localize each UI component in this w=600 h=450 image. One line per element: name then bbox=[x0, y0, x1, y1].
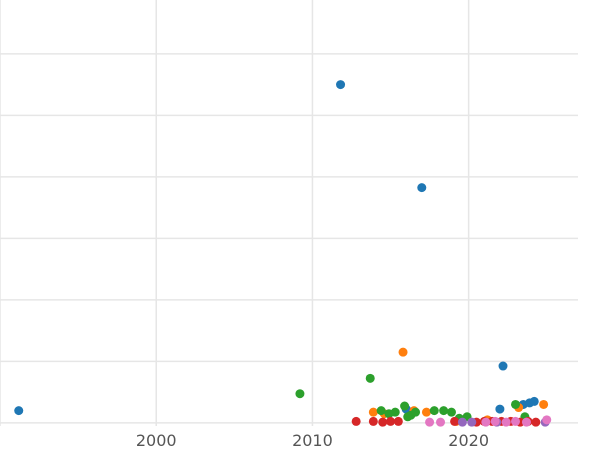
data-point bbox=[14, 406, 24, 416]
grid bbox=[0, 0, 578, 426]
data-point bbox=[498, 361, 508, 371]
data-point bbox=[425, 417, 435, 427]
data-point bbox=[450, 416, 460, 426]
data-point bbox=[368, 416, 378, 426]
data-point bbox=[368, 407, 378, 417]
data-point bbox=[386, 416, 396, 426]
series-5 bbox=[425, 415, 552, 427]
data-point bbox=[531, 417, 541, 427]
data-point bbox=[439, 406, 449, 416]
data-point bbox=[365, 373, 375, 383]
data-point bbox=[400, 401, 410, 411]
data-point bbox=[490, 416, 500, 426]
series-0 bbox=[14, 80, 539, 416]
data-point bbox=[529, 396, 539, 406]
data-points bbox=[14, 80, 552, 427]
data-point bbox=[336, 80, 346, 90]
data-point bbox=[390, 407, 400, 417]
data-point bbox=[351, 416, 361, 426]
data-point bbox=[511, 416, 521, 426]
data-point bbox=[393, 416, 403, 426]
data-point bbox=[429, 406, 439, 416]
data-point bbox=[436, 417, 446, 427]
data-point bbox=[467, 417, 477, 427]
data-point bbox=[495, 404, 505, 414]
x-tick-label: 2020 bbox=[448, 431, 489, 450]
data-point bbox=[511, 399, 521, 409]
data-point bbox=[457, 417, 467, 427]
data-point bbox=[403, 412, 413, 422]
data-point bbox=[417, 183, 427, 193]
x-axis-ticks: 2000 2010 2020 bbox=[136, 431, 489, 450]
data-point bbox=[411, 407, 421, 417]
x-tick-label: 2010 bbox=[292, 431, 333, 450]
data-point bbox=[295, 389, 305, 399]
data-point bbox=[376, 406, 386, 416]
data-point bbox=[378, 417, 388, 427]
series-2 bbox=[295, 373, 530, 423]
data-point bbox=[501, 417, 511, 427]
data-point bbox=[539, 399, 549, 409]
data-point bbox=[398, 347, 408, 357]
data-point bbox=[421, 407, 431, 417]
x-tick-label: 2000 bbox=[136, 431, 177, 450]
data-point bbox=[481, 417, 491, 427]
data-point bbox=[446, 407, 456, 417]
data-point bbox=[521, 417, 531, 427]
data-point bbox=[542, 415, 552, 425]
